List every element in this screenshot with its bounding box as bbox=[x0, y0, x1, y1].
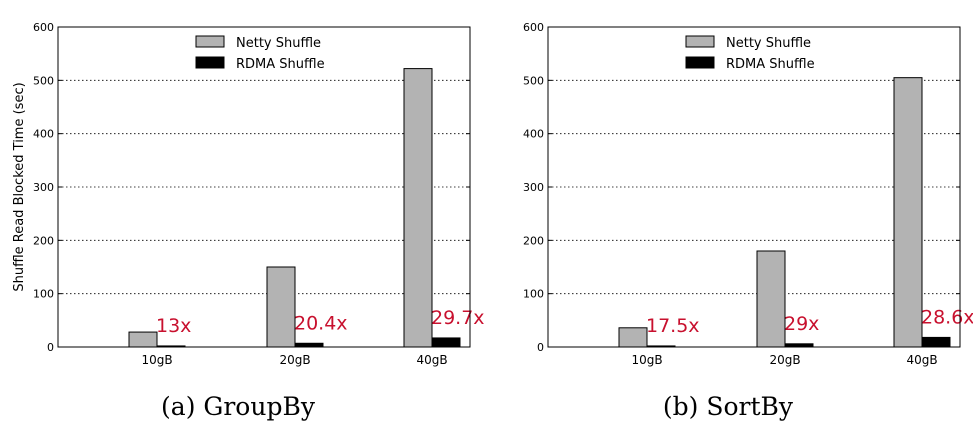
y-tick-label: 600 bbox=[33, 21, 54, 34]
speedup-label: 13x bbox=[156, 315, 191, 337]
bar-netty-shuffle bbox=[128, 331, 158, 348]
plot-frame bbox=[57, 26, 471, 348]
legend-swatch-rdma-shuffle bbox=[195, 56, 225, 69]
x-tick-label: 40gB bbox=[906, 353, 937, 367]
legend-swatch-netty-shuffle bbox=[685, 35, 715, 48]
y-tick-label: 400 bbox=[33, 128, 54, 141]
x-tick-label: 40gB bbox=[416, 353, 447, 367]
speedup-label: 28.6x bbox=[921, 306, 973, 328]
legend-label-rdma-shuffle: RDMA Shuffle bbox=[236, 57, 325, 72]
y-tick-label: 400 bbox=[523, 128, 544, 141]
subfigure-caption: (a) GroupBy bbox=[161, 392, 316, 421]
y-tick-label: 600 bbox=[523, 21, 544, 34]
subfigure-caption: (b) SortBy bbox=[663, 392, 794, 421]
bar-netty-shuffle bbox=[893, 77, 923, 348]
bar-rdma-shuffle bbox=[921, 336, 951, 348]
bar-rdma-shuffle bbox=[431, 337, 461, 348]
bar-netty-shuffle bbox=[618, 327, 648, 348]
bar-netty-shuffle bbox=[403, 68, 433, 348]
y-tick-label: 500 bbox=[33, 74, 54, 87]
x-tick-label: 10gB bbox=[631, 353, 662, 367]
speedup-label: 29x bbox=[784, 313, 819, 335]
speedup-label: 17.5x bbox=[646, 315, 700, 337]
x-tick-label: 10gB bbox=[141, 353, 172, 367]
y-tick-label: 200 bbox=[523, 234, 544, 247]
y-tick-label: 300 bbox=[523, 181, 544, 194]
legend-swatch-netty-shuffle bbox=[195, 35, 225, 48]
y-tick-label: 100 bbox=[523, 288, 544, 301]
y-tick-label: 500 bbox=[523, 74, 544, 87]
y-tick-label: 0 bbox=[537, 341, 544, 354]
speedup-label: 29.7x bbox=[431, 307, 485, 329]
y-tick-label: 0 bbox=[47, 341, 54, 354]
y-tick-label: 100 bbox=[33, 288, 54, 301]
x-tick-label: 20gB bbox=[769, 353, 800, 367]
legend-label-netty-shuffle: Netty Shuffle bbox=[726, 36, 811, 51]
legend-swatch-rdma-shuffle bbox=[685, 56, 715, 69]
x-tick-label: 20gB bbox=[279, 353, 310, 367]
y-tick-label: 200 bbox=[33, 234, 54, 247]
y-axis-label: Shuffle Read Blocked Time (sec) bbox=[12, 82, 27, 291]
speedup-label: 20.4x bbox=[294, 312, 348, 334]
legend-label-rdma-shuffle: RDMA Shuffle bbox=[726, 57, 815, 72]
legend-label-netty-shuffle: Netty Shuffle bbox=[236, 36, 321, 51]
y-tick-label: 300 bbox=[33, 181, 54, 194]
plot-frame bbox=[547, 26, 961, 348]
bar-rdma-shuffle bbox=[294, 342, 324, 348]
bar-netty-shuffle bbox=[756, 250, 786, 348]
bar-netty-shuffle bbox=[266, 266, 296, 348]
